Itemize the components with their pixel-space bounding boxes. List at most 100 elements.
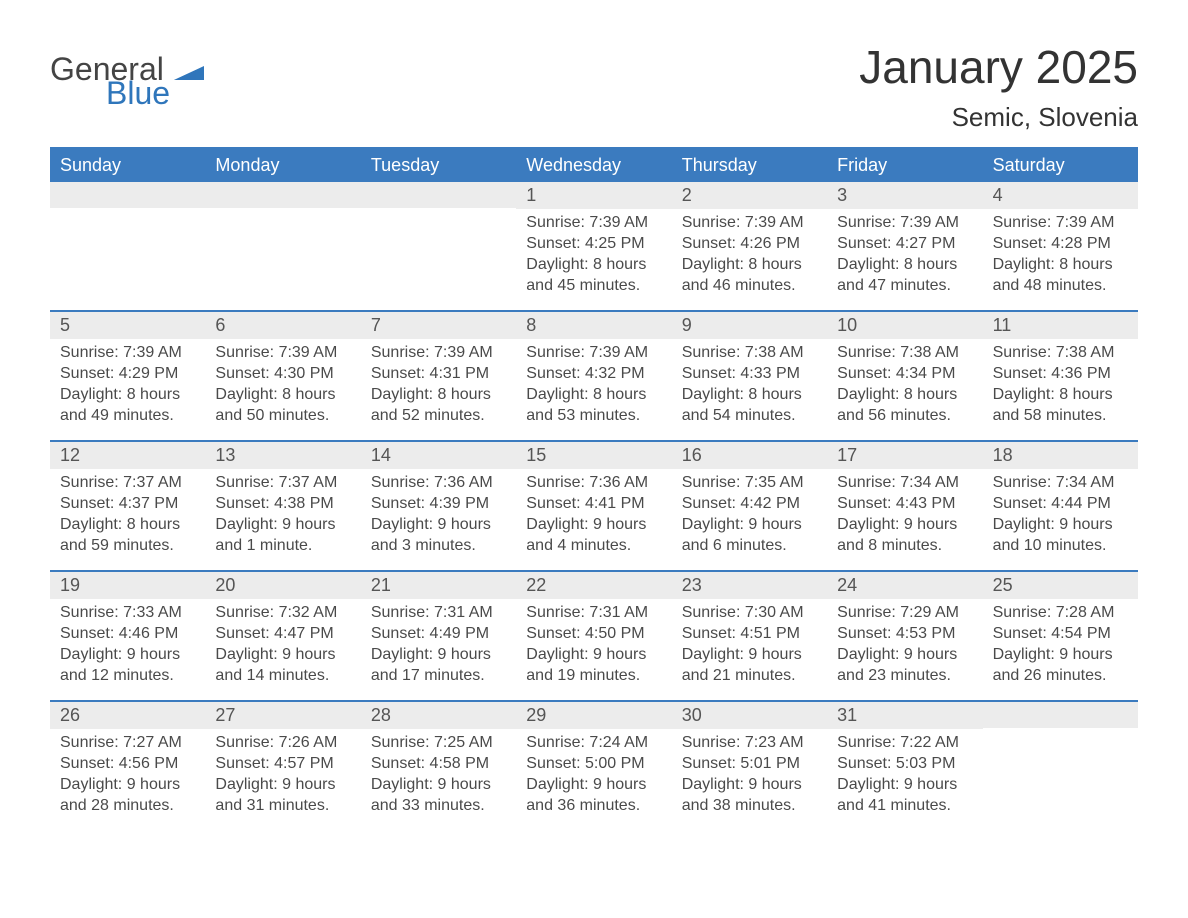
header: General Blue January 2025 Semic, Sloveni… [50, 40, 1138, 133]
daylight-line-1: Daylight: 9 hours [682, 645, 817, 666]
day-cell: 10Sunrise: 7:38 AMSunset: 4:34 PMDayligh… [827, 312, 982, 440]
daylight-line-2: and 28 minutes. [60, 796, 195, 817]
sunrise-line: Sunrise: 7:25 AM [371, 733, 506, 754]
day-cell: 15Sunrise: 7:36 AMSunset: 4:41 PMDayligh… [516, 442, 671, 570]
dow-cell: Tuesday [361, 149, 516, 182]
sunrise-line: Sunrise: 7:22 AM [837, 733, 972, 754]
day-cell: 3Sunrise: 7:39 AMSunset: 4:27 PMDaylight… [827, 182, 982, 310]
daylight-line-2: and 21 minutes. [682, 666, 817, 687]
daylight-line-1: Daylight: 9 hours [371, 645, 506, 666]
sunset-line: Sunset: 4:41 PM [526, 494, 661, 515]
daylight-line-1: Daylight: 8 hours [837, 255, 972, 276]
dow-cell: Wednesday [516, 149, 671, 182]
sunset-line: Sunset: 4:53 PM [837, 624, 972, 645]
day-number: 14 [361, 442, 516, 469]
day-number: 16 [672, 442, 827, 469]
daylight-line-2: and 4 minutes. [526, 536, 661, 557]
day-cell: 19Sunrise: 7:33 AMSunset: 4:46 PMDayligh… [50, 572, 205, 700]
sunrise-line: Sunrise: 7:29 AM [837, 603, 972, 624]
day-cell: 26Sunrise: 7:27 AMSunset: 4:56 PMDayligh… [50, 702, 205, 830]
sunset-line: Sunset: 4:38 PM [215, 494, 350, 515]
day-number [983, 702, 1138, 728]
day-number: 20 [205, 572, 360, 599]
weeks-container: 1Sunrise: 7:39 AMSunset: 4:25 PMDaylight… [50, 182, 1138, 830]
daylight-line-2: and 48 minutes. [993, 276, 1128, 297]
week-row: 1Sunrise: 7:39 AMSunset: 4:25 PMDaylight… [50, 182, 1138, 310]
sunset-line: Sunset: 4:47 PM [215, 624, 350, 645]
day-number: 11 [983, 312, 1138, 339]
daylight-line-2: and 58 minutes. [993, 406, 1128, 427]
sunrise-line: Sunrise: 7:39 AM [215, 343, 350, 364]
day-number: 9 [672, 312, 827, 339]
day-cell: 1Sunrise: 7:39 AMSunset: 4:25 PMDaylight… [516, 182, 671, 310]
day-cell: 20Sunrise: 7:32 AMSunset: 4:47 PMDayligh… [205, 572, 360, 700]
day-cell: 2Sunrise: 7:39 AMSunset: 4:26 PMDaylight… [672, 182, 827, 310]
daylight-line-2: and 46 minutes. [682, 276, 817, 297]
day-cell-empty [983, 702, 1138, 830]
daylight-line-1: Daylight: 9 hours [837, 645, 972, 666]
daylight-line-1: Daylight: 9 hours [837, 775, 972, 796]
sunrise-line: Sunrise: 7:35 AM [682, 473, 817, 494]
daylight-line-2: and 56 minutes. [837, 406, 972, 427]
daylight-line-2: and 47 minutes. [837, 276, 972, 297]
location: Semic, Slovenia [859, 102, 1138, 133]
daylight-line-1: Daylight: 9 hours [993, 645, 1128, 666]
sunset-line: Sunset: 4:50 PM [526, 624, 661, 645]
day-cell: 13Sunrise: 7:37 AMSunset: 4:38 PMDayligh… [205, 442, 360, 570]
day-number: 18 [983, 442, 1138, 469]
day-number [361, 182, 516, 208]
daylight-line-1: Daylight: 8 hours [682, 255, 817, 276]
sunset-line: Sunset: 4:25 PM [526, 234, 661, 255]
daylight-line-2: and 19 minutes. [526, 666, 661, 687]
sunrise-line: Sunrise: 7:31 AM [526, 603, 661, 624]
daylight-line-2: and 17 minutes. [371, 666, 506, 687]
daylight-line-1: Daylight: 8 hours [993, 385, 1128, 406]
day-number: 5 [50, 312, 205, 339]
sunset-line: Sunset: 4:42 PM [682, 494, 817, 515]
week-row: 19Sunrise: 7:33 AMSunset: 4:46 PMDayligh… [50, 570, 1138, 700]
sunset-line: Sunset: 4:28 PM [993, 234, 1128, 255]
sunrise-line: Sunrise: 7:39 AM [526, 343, 661, 364]
daylight-line-2: and 8 minutes. [837, 536, 972, 557]
week-row: 26Sunrise: 7:27 AMSunset: 4:56 PMDayligh… [50, 700, 1138, 830]
daylight-line-1: Daylight: 8 hours [837, 385, 972, 406]
sunrise-line: Sunrise: 7:23 AM [682, 733, 817, 754]
daylight-line-1: Daylight: 9 hours [215, 775, 350, 796]
sunrise-line: Sunrise: 7:26 AM [215, 733, 350, 754]
title-block: January 2025 Semic, Slovenia [859, 40, 1138, 133]
daylight-line-2: and 6 minutes. [682, 536, 817, 557]
daylight-line-1: Daylight: 9 hours [526, 775, 661, 796]
day-number: 10 [827, 312, 982, 339]
sunrise-line: Sunrise: 7:38 AM [993, 343, 1128, 364]
daylight-line-2: and 54 minutes. [682, 406, 817, 427]
day-cell: 30Sunrise: 7:23 AMSunset: 5:01 PMDayligh… [672, 702, 827, 830]
daylight-line-2: and 12 minutes. [60, 666, 195, 687]
day-cell: 21Sunrise: 7:31 AMSunset: 4:49 PMDayligh… [361, 572, 516, 700]
daylight-line-2: and 26 minutes. [993, 666, 1128, 687]
day-cell: 23Sunrise: 7:30 AMSunset: 4:51 PMDayligh… [672, 572, 827, 700]
day-cell: 9Sunrise: 7:38 AMSunset: 4:33 PMDaylight… [672, 312, 827, 440]
daylight-line-1: Daylight: 8 hours [371, 385, 506, 406]
day-number: 28 [361, 702, 516, 729]
day-cell: 11 Sunrise: 7:38 AMSunset: 4:36 PMDayligh… [983, 312, 1138, 440]
sunrise-line: Sunrise: 7:39 AM [371, 343, 506, 364]
day-cell: 4Sunrise: 7:39 AMSunset: 4:28 PMDaylight… [983, 182, 1138, 310]
daylight-line-2: and 33 minutes. [371, 796, 506, 817]
day-number: 29 [516, 702, 671, 729]
sunset-line: Sunset: 4:43 PM [837, 494, 972, 515]
day-number: 6 [205, 312, 360, 339]
daylight-line-1: Daylight: 9 hours [60, 645, 195, 666]
daylight-line-1: Daylight: 9 hours [526, 645, 661, 666]
sunset-line: Sunset: 4:46 PM [60, 624, 195, 645]
daylight-line-1: Daylight: 9 hours [371, 775, 506, 796]
day-cell-empty [361, 182, 516, 310]
sunset-line: Sunset: 4:36 PM [993, 364, 1128, 385]
day-cell: 17Sunrise: 7:34 AMSunset: 4:43 PMDayligh… [827, 442, 982, 570]
sunset-line: Sunset: 4:51 PM [682, 624, 817, 645]
day-cell: 6Sunrise: 7:39 AMSunset: 4:30 PMDaylight… [205, 312, 360, 440]
sunset-line: Sunset: 4:29 PM [60, 364, 195, 385]
day-number: 27 [205, 702, 360, 729]
daylight-line-2: and 31 minutes. [215, 796, 350, 817]
day-cell: 24Sunrise: 7:29 AMSunset: 4:53 PMDayligh… [827, 572, 982, 700]
sunset-line: Sunset: 4:57 PM [215, 754, 350, 775]
